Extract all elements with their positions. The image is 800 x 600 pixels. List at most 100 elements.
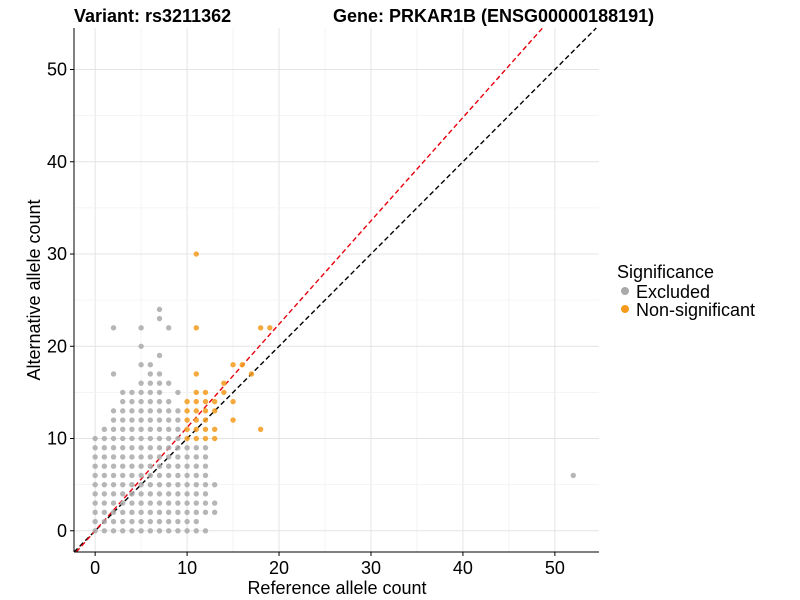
point-excluded xyxy=(120,417,126,423)
y-tick-label: 50 xyxy=(47,60,67,80)
point-non-significant xyxy=(202,435,209,442)
point-non-significant xyxy=(184,398,190,405)
point-excluded xyxy=(101,426,108,433)
point-excluded xyxy=(110,445,117,451)
point-excluded xyxy=(101,463,108,469)
point-excluded xyxy=(120,491,126,497)
point-excluded xyxy=(129,445,135,451)
point-excluded xyxy=(138,445,144,451)
point-excluded xyxy=(156,306,163,313)
point-excluded xyxy=(138,362,144,368)
point-excluded xyxy=(147,481,154,488)
point-excluded xyxy=(193,509,199,516)
point-excluded xyxy=(110,426,117,433)
point-excluded xyxy=(147,509,154,516)
point-excluded xyxy=(110,518,117,525)
point-non-significant xyxy=(193,325,199,331)
point-excluded xyxy=(110,417,117,423)
point-excluded xyxy=(138,343,144,349)
point-excluded xyxy=(101,518,108,525)
point-excluded xyxy=(193,463,199,469)
point-excluded xyxy=(156,491,163,497)
point-non-significant xyxy=(221,389,227,396)
point-excluded xyxy=(175,417,181,423)
point-excluded xyxy=(129,426,135,433)
point-excluded xyxy=(120,509,126,516)
point-excluded xyxy=(166,491,172,497)
point-non-significant xyxy=(211,426,218,433)
point-excluded xyxy=(211,481,218,488)
chart-title-gene: Gene: PRKAR1B (ENSG00000188191) xyxy=(333,6,654,26)
point-excluded xyxy=(156,315,163,322)
point-excluded xyxy=(166,435,172,442)
point-excluded xyxy=(202,454,209,460)
point-excluded xyxy=(129,509,135,516)
point-excluded xyxy=(156,389,163,396)
point-excluded xyxy=(193,500,199,506)
y-tick-label: 30 xyxy=(47,244,67,264)
point-non-significant xyxy=(230,398,236,405)
point-excluded xyxy=(147,417,154,423)
point-non-significant xyxy=(193,435,199,442)
point-excluded xyxy=(101,491,108,497)
point-excluded xyxy=(138,426,144,433)
point-excluded xyxy=(156,500,163,506)
point-excluded xyxy=(193,528,199,534)
point-excluded xyxy=(166,325,172,331)
point-excluded xyxy=(175,389,181,396)
point-excluded xyxy=(147,398,154,405)
point-excluded xyxy=(156,481,163,488)
point-non-significant xyxy=(184,435,190,442)
point-excluded xyxy=(129,528,135,534)
point-excluded xyxy=(166,380,172,386)
point-excluded xyxy=(110,454,117,460)
point-excluded xyxy=(129,463,135,469)
point-excluded xyxy=(120,408,126,414)
point-excluded xyxy=(120,518,126,525)
chart-title-variant: Variant: rs3211362 xyxy=(74,6,231,26)
point-non-significant xyxy=(184,426,190,433)
point-excluded xyxy=(175,481,181,488)
legend-swatch-non-significant xyxy=(621,305,629,313)
point-non-significant xyxy=(202,389,209,396)
point-excluded xyxy=(166,417,172,423)
point-non-significant xyxy=(193,408,199,414)
point-excluded xyxy=(184,472,190,479)
point-excluded xyxy=(138,528,144,534)
point-excluded xyxy=(138,398,144,405)
point-excluded xyxy=(166,408,172,414)
point-excluded xyxy=(138,435,144,442)
point-non-significant xyxy=(239,362,245,368)
point-excluded xyxy=(138,472,144,479)
point-excluded xyxy=(101,528,108,534)
point-excluded xyxy=(175,445,181,451)
point-excluded xyxy=(175,435,181,442)
x-tick-label: 40 xyxy=(453,558,473,578)
point-non-significant xyxy=(211,408,218,414)
point-excluded xyxy=(184,500,190,506)
point-excluded xyxy=(193,445,199,451)
point-excluded xyxy=(184,481,190,488)
y-axis-title: Alternative allele count xyxy=(24,199,44,380)
point-excluded xyxy=(202,445,209,451)
point-excluded xyxy=(120,528,126,534)
point-excluded xyxy=(156,445,163,451)
point-excluded xyxy=(147,518,154,525)
point-excluded xyxy=(184,445,190,451)
point-excluded xyxy=(166,426,172,433)
data-points xyxy=(92,251,576,534)
point-non-significant xyxy=(184,408,190,414)
y-tick-label: 10 xyxy=(47,429,67,449)
point-excluded xyxy=(92,463,98,469)
point-excluded xyxy=(175,472,181,479)
point-excluded xyxy=(129,472,135,479)
point-excluded xyxy=(184,463,190,469)
point-non-significant xyxy=(221,380,227,386)
point-excluded xyxy=(156,528,163,534)
x-tick-label: 10 xyxy=(177,558,197,578)
point-excluded xyxy=(147,426,154,433)
point-non-significant xyxy=(193,389,199,396)
x-tick-label: 20 xyxy=(269,558,289,578)
point-excluded xyxy=(175,500,181,506)
point-excluded xyxy=(129,389,135,396)
